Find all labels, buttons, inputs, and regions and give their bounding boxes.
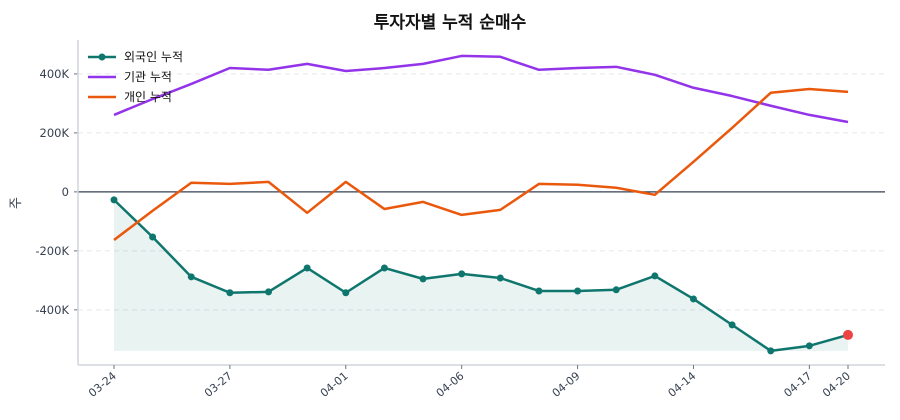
x-tick-label: 03-24: [86, 369, 119, 400]
y-tick-label: 0: [62, 185, 69, 199]
data-point: [574, 287, 582, 295]
x-tick-label: 04-17: [781, 369, 814, 400]
data-point: [458, 270, 466, 278]
series-line-1: [113, 54, 849, 124]
x-tick-label: 04-06: [434, 369, 467, 400]
legend-marker: [98, 53, 106, 61]
y-axis-label: 주: [9, 197, 24, 209]
data-point: [110, 196, 118, 204]
y-tick-label: -200K: [35, 244, 69, 258]
data-point: [535, 287, 543, 295]
data-point: [265, 288, 273, 296]
x-tick-label: 04-01: [318, 369, 351, 400]
data-point: [187, 273, 195, 281]
x-tick-label: 04-20: [820, 369, 853, 400]
data-point: [149, 233, 157, 241]
legend-label: 개인 누적: [124, 90, 172, 104]
y-tick-label: 200K: [40, 126, 70, 140]
data-point: [689, 295, 697, 303]
data-point: [303, 264, 311, 272]
legend-label: 외국인 누적: [124, 50, 183, 64]
series-fill-area: [114, 199, 848, 351]
data-point: [805, 342, 813, 350]
legend-label: 기관 누적: [124, 70, 172, 84]
data-point: [226, 289, 234, 297]
chart-title: 투자자별 누적 순매수: [374, 13, 527, 33]
data-point: [728, 321, 736, 329]
data-point: [496, 274, 504, 282]
x-tick-label: 04-14: [666, 369, 699, 400]
series-line-2: [113, 87, 849, 241]
y-tick-label: -400K: [35, 303, 69, 317]
x-tick-label: 03-27: [202, 369, 235, 400]
last-point-marker: [843, 329, 853, 340]
series-line-0: [113, 198, 849, 353]
data-point: [651, 272, 659, 280]
data-point: [419, 275, 427, 283]
data-point: [767, 347, 775, 355]
data-point: [612, 286, 620, 294]
data-point: [380, 264, 388, 272]
y-tick-label: 400K: [40, 67, 70, 81]
x-tick-label: 04-09: [550, 369, 583, 400]
data-point: [342, 289, 350, 297]
